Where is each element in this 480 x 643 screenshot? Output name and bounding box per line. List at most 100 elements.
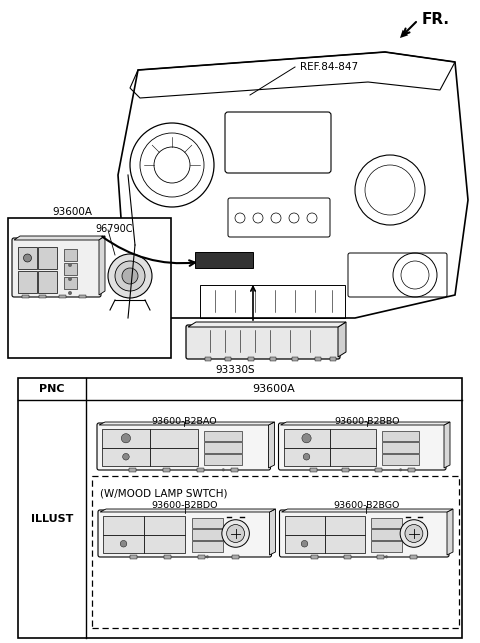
FancyBboxPatch shape (130, 468, 136, 472)
FancyBboxPatch shape (186, 325, 340, 359)
FancyBboxPatch shape (150, 429, 198, 448)
FancyBboxPatch shape (192, 518, 223, 528)
FancyBboxPatch shape (324, 534, 364, 553)
Text: REF.84-847: REF.84-847 (300, 62, 358, 72)
Circle shape (206, 556, 209, 558)
FancyBboxPatch shape (39, 295, 46, 298)
FancyBboxPatch shape (192, 529, 223, 540)
FancyBboxPatch shape (22, 295, 29, 298)
FancyBboxPatch shape (279, 510, 449, 557)
Circle shape (206, 532, 209, 535)
Polygon shape (188, 322, 346, 327)
Circle shape (385, 544, 388, 547)
Polygon shape (444, 422, 450, 468)
Polygon shape (99, 236, 105, 295)
FancyBboxPatch shape (97, 423, 271, 470)
Circle shape (68, 263, 72, 267)
FancyBboxPatch shape (330, 429, 376, 448)
FancyBboxPatch shape (248, 357, 254, 361)
FancyBboxPatch shape (285, 534, 324, 553)
Polygon shape (268, 422, 275, 468)
FancyBboxPatch shape (59, 295, 66, 298)
Circle shape (227, 525, 244, 543)
FancyBboxPatch shape (284, 448, 330, 466)
Circle shape (385, 532, 388, 535)
FancyBboxPatch shape (292, 357, 298, 361)
FancyBboxPatch shape (198, 555, 205, 559)
Polygon shape (281, 509, 453, 512)
Circle shape (399, 445, 402, 448)
FancyBboxPatch shape (38, 271, 57, 293)
Text: ILLUST: ILLUST (31, 514, 73, 524)
FancyBboxPatch shape (342, 468, 349, 472)
FancyBboxPatch shape (330, 357, 336, 361)
FancyBboxPatch shape (102, 429, 150, 448)
Circle shape (385, 556, 388, 558)
FancyBboxPatch shape (382, 454, 419, 464)
FancyBboxPatch shape (18, 247, 37, 269)
FancyBboxPatch shape (38, 247, 57, 269)
Circle shape (222, 520, 250, 547)
Polygon shape (447, 509, 453, 555)
FancyBboxPatch shape (8, 218, 171, 358)
FancyBboxPatch shape (103, 516, 144, 534)
Polygon shape (99, 422, 275, 425)
FancyBboxPatch shape (377, 555, 384, 559)
FancyBboxPatch shape (204, 454, 242, 464)
FancyBboxPatch shape (103, 534, 144, 553)
Polygon shape (269, 509, 276, 555)
FancyBboxPatch shape (150, 448, 198, 466)
FancyBboxPatch shape (315, 357, 321, 361)
Text: 93600-B2BDO: 93600-B2BDO (152, 501, 218, 510)
Text: 93600-B2BAO: 93600-B2BAO (151, 417, 216, 426)
Circle shape (120, 541, 127, 547)
Circle shape (122, 453, 129, 460)
FancyBboxPatch shape (63, 248, 76, 260)
Circle shape (222, 457, 225, 460)
Circle shape (222, 445, 225, 448)
Text: FR.: FR. (422, 12, 450, 27)
FancyBboxPatch shape (285, 516, 324, 534)
Circle shape (302, 433, 311, 443)
Circle shape (301, 541, 308, 547)
FancyBboxPatch shape (164, 555, 171, 559)
FancyBboxPatch shape (344, 555, 351, 559)
Circle shape (68, 277, 72, 281)
FancyBboxPatch shape (330, 448, 376, 466)
Circle shape (108, 254, 152, 298)
FancyBboxPatch shape (144, 516, 185, 534)
Text: 96790C: 96790C (95, 224, 132, 234)
FancyBboxPatch shape (232, 555, 239, 559)
Polygon shape (338, 322, 346, 357)
Polygon shape (100, 509, 276, 512)
FancyBboxPatch shape (98, 510, 272, 557)
FancyBboxPatch shape (410, 555, 418, 559)
Text: 93330S: 93330S (215, 365, 255, 375)
Polygon shape (14, 236, 105, 240)
Circle shape (405, 525, 423, 543)
Circle shape (400, 520, 428, 547)
FancyBboxPatch shape (375, 468, 382, 472)
Text: PNC: PNC (39, 384, 65, 394)
FancyBboxPatch shape (18, 271, 37, 293)
FancyBboxPatch shape (204, 431, 242, 441)
Circle shape (122, 268, 138, 284)
Text: (W/MOOD LAMP SWTCH): (W/MOOD LAMP SWTCH) (100, 488, 228, 498)
FancyBboxPatch shape (324, 516, 364, 534)
FancyBboxPatch shape (278, 423, 446, 470)
Circle shape (222, 468, 225, 471)
FancyBboxPatch shape (205, 357, 211, 361)
FancyBboxPatch shape (371, 541, 402, 552)
FancyBboxPatch shape (225, 357, 231, 361)
FancyBboxPatch shape (12, 238, 101, 297)
Circle shape (206, 544, 209, 547)
FancyBboxPatch shape (79, 295, 86, 298)
FancyBboxPatch shape (231, 468, 238, 472)
FancyBboxPatch shape (310, 468, 317, 472)
FancyBboxPatch shape (311, 555, 318, 559)
Polygon shape (280, 422, 450, 425)
FancyBboxPatch shape (382, 431, 419, 441)
FancyBboxPatch shape (63, 276, 76, 289)
FancyBboxPatch shape (163, 468, 170, 472)
Circle shape (24, 254, 32, 262)
